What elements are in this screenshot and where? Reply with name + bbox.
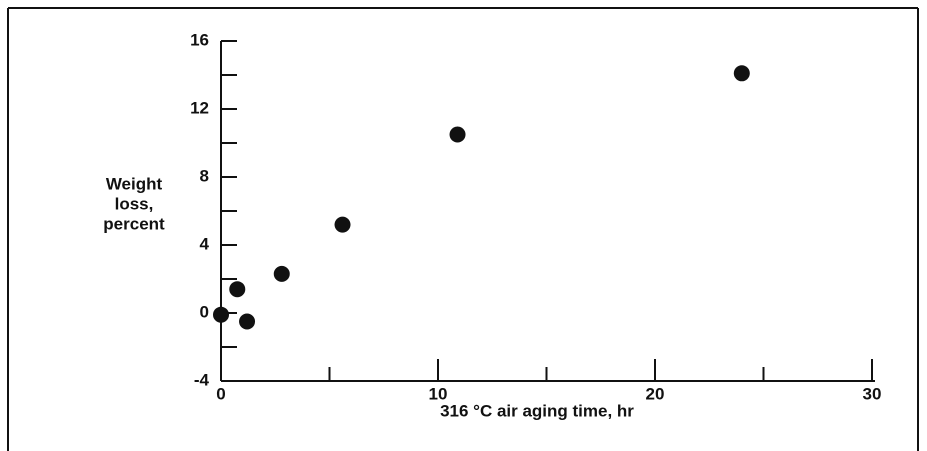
data-point	[334, 216, 351, 233]
data-point	[213, 306, 229, 323]
y-tick-label: 12	[190, 98, 209, 117]
y-axis-label: loss,	[115, 194, 154, 213]
y-tick-label: 4	[200, 234, 210, 253]
y-tick-label: 16	[190, 30, 209, 49]
x-tick-label: 20	[646, 384, 665, 403]
data-point	[449, 126, 466, 143]
data-point	[229, 281, 246, 298]
y-axis-label: percent	[103, 214, 165, 233]
y-tick-label: 8	[200, 166, 209, 185]
data-point	[733, 65, 750, 82]
y-tick-label: -4	[194, 370, 210, 389]
x-tick-label: 0	[216, 384, 225, 403]
y-tick-label: 0	[200, 302, 209, 321]
x-tick-label: 30	[863, 384, 882, 403]
y-axis-label: Weight	[106, 174, 163, 193]
x-tick-label: 10	[429, 384, 448, 403]
data-point	[239, 313, 256, 330]
data-point	[273, 265, 290, 282]
x-axis-label: 316 °C air aging time, hr	[440, 401, 634, 420]
